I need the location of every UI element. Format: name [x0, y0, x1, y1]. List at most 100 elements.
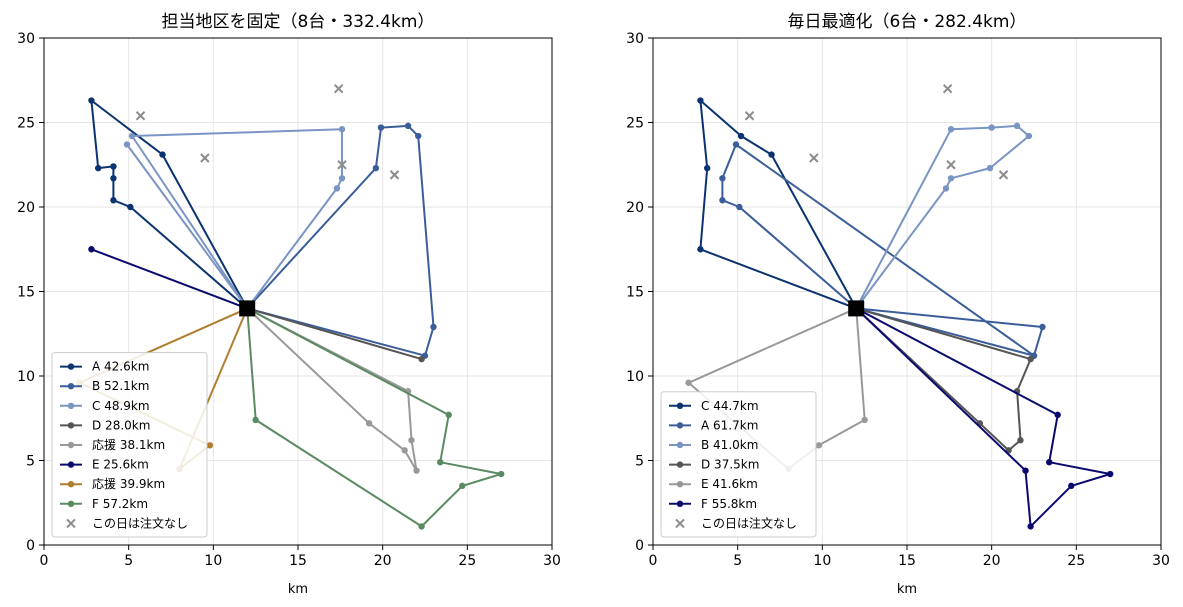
series-point-3 — [947, 175, 955, 182]
x-tick-label: 25 — [1067, 553, 1085, 569]
series-line-2 — [246, 124, 435, 357]
series-point-2 — [719, 175, 726, 182]
series-point-1 — [768, 151, 775, 158]
legend-box — [51, 352, 208, 538]
legend-swatch-marker — [67, 402, 75, 409]
no-order-marker-stroke — [998, 170, 1009, 180]
series-point-2 — [404, 122, 412, 130]
legend-swatch-marker — [676, 461, 684, 468]
series-point-7 — [206, 442, 214, 449]
x-tick-label: 0 — [40, 553, 49, 569]
no-order-marker — [337, 160, 347, 170]
series-point-6 — [88, 246, 95, 253]
series-point-8 — [437, 458, 444, 466]
y-tick-label: 10 — [17, 369, 35, 385]
legend-label: この日は注文なし — [92, 515, 188, 530]
chart-title-right: 毎日最適化（6台・282.4km） — [788, 12, 1027, 32]
legend-swatch-marker — [67, 422, 75, 429]
series-point-2 — [415, 132, 422, 140]
no-order-marker — [333, 83, 344, 94]
legend-label: C 48.9km — [92, 399, 150, 413]
series-point-1 — [94, 164, 102, 172]
legend-swatch-marker — [676, 441, 684, 449]
series-point-4 — [1017, 437, 1024, 444]
series-point-1 — [697, 97, 704, 104]
series-point-1 — [88, 97, 95, 104]
legend-label: A 42.6km — [92, 360, 149, 374]
y-tick-label: 10 — [626, 369, 644, 385]
no-order-marker — [809, 153, 819, 163]
series-point-6 — [1027, 523, 1034, 530]
no-order-marker — [946, 160, 956, 170]
series-point-2 — [377, 124, 385, 131]
x-tick-label: 30 — [543, 553, 561, 569]
legend-label: E 25.6km — [92, 458, 149, 472]
series-point-8 — [498, 470, 505, 478]
series-point-6 — [1068, 482, 1075, 490]
series-point-1 — [127, 203, 134, 211]
series-point-5 — [861, 416, 868, 424]
series-point-1 — [737, 132, 745, 140]
legend-swatch-marker — [67, 441, 75, 449]
no-order-marker-stroke — [946, 160, 956, 170]
series-point-4 — [418, 355, 425, 363]
series-point-3 — [333, 185, 341, 192]
chart-right: 毎日最適化（6台・282.4km） km — [788, 12, 1027, 597]
x-tick-label: 15 — [289, 553, 307, 569]
y-tick-label: 20 — [626, 200, 644, 216]
series-point-2 — [430, 323, 437, 331]
series-line-3 — [126, 128, 343, 310]
series-point-5 — [413, 467, 420, 474]
no-order-marker-stroke — [135, 111, 146, 121]
legend-label: D 28.0km — [92, 418, 150, 432]
x-tick-label: 20 — [374, 553, 392, 569]
depot-marker — [239, 300, 256, 317]
legend-box — [660, 391, 817, 538]
series-point-1 — [110, 197, 117, 204]
series-point-2 — [1039, 323, 1046, 331]
x-tick-label: 0 — [649, 553, 658, 569]
series-point-6 — [1054, 411, 1061, 419]
legend-swatch-x — [675, 518, 685, 529]
series-point-6 — [1022, 467, 1029, 474]
series-point-1 — [110, 175, 117, 182]
no-order-marker-stroke — [744, 111, 755, 121]
series-point-5 — [408, 437, 415, 444]
no-order-marker-stroke — [942, 83, 953, 94]
series-point-1 — [110, 163, 117, 170]
plot-left: 0 5 10 15 20 25 30 0 5 10 15 20 25 30 A 42.6km B 52.1km… — [17, 31, 561, 569]
series-point-3 — [942, 185, 950, 192]
x-tick-label: 10 — [813, 553, 831, 569]
no-order-marker — [135, 111, 146, 121]
series-point-2 — [372, 164, 380, 172]
y-tick-label: 0 — [26, 538, 35, 554]
no-order-marker — [744, 111, 755, 121]
legend-label: F 57.2km — [92, 497, 148, 511]
no-order-marker-stroke — [389, 170, 400, 180]
x-tick-label: 20 — [983, 553, 1001, 569]
y-tick-label: 30 — [626, 31, 644, 47]
legend-swatch-marker — [67, 500, 75, 507]
series-point-3 — [338, 175, 346, 182]
series-point-1 — [697, 246, 704, 253]
legend: C 44.7km A 61.7km B 41.0km D 37.5km E 41.6km… — [660, 391, 817, 538]
x-axis-label-right: km — [897, 582, 917, 597]
legend-label: D 37.5km — [701, 458, 759, 472]
legend-swatch-marker — [67, 461, 75, 468]
legend-swatch-x — [66, 518, 76, 529]
plot-right: 0 5 10 15 20 25 30 0 5 10 15 20 25 30 C 44.7km A 61.7km… — [626, 31, 1170, 569]
series-point-8 — [459, 482, 466, 490]
no-order-marker-stroke — [333, 83, 344, 94]
series-point-1 — [159, 151, 166, 158]
legend-swatch-marker — [676, 422, 684, 429]
depot-marker — [848, 300, 865, 317]
legend-label: 応援 38.1km — [92, 438, 165, 452]
x-axis-label-left: km — [288, 582, 308, 597]
y-tick-label: 15 — [17, 285, 35, 301]
legend-label: F 55.8km — [701, 497, 757, 511]
legend-label: E 41.6km — [701, 477, 758, 491]
no-order-marker-stroke — [809, 153, 819, 163]
series-line-8 — [246, 307, 503, 528]
series-point-3 — [123, 141, 131, 148]
x-tick-label: 10 — [204, 553, 222, 569]
